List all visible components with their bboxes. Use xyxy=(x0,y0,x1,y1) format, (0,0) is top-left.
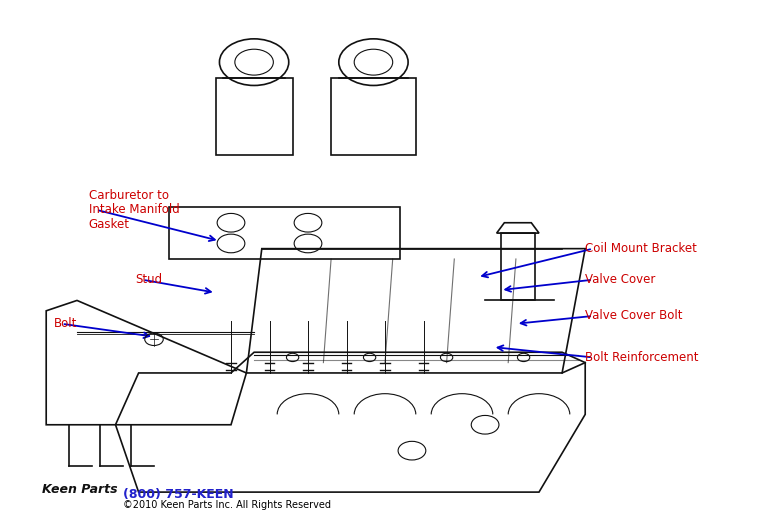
Text: Coil Mount Bracket: Coil Mount Bracket xyxy=(585,242,697,255)
Text: Valve Cover: Valve Cover xyxy=(585,273,655,286)
Text: (800) 757-KEEN: (800) 757-KEEN xyxy=(123,488,234,501)
Text: Stud: Stud xyxy=(135,273,162,286)
Text: Bolt: Bolt xyxy=(54,317,77,330)
Text: Intake Manifold: Intake Manifold xyxy=(89,203,179,217)
Text: Bolt Reinforcement: Bolt Reinforcement xyxy=(585,351,698,364)
Text: Keen Parts: Keen Parts xyxy=(42,483,118,496)
Text: Gasket: Gasket xyxy=(89,218,129,231)
Text: Valve Cover Bolt: Valve Cover Bolt xyxy=(585,309,683,323)
Text: ©2010 Keen Parts Inc. All Rights Reserved: ©2010 Keen Parts Inc. All Rights Reserve… xyxy=(123,500,331,510)
Text: Carburetor to: Carburetor to xyxy=(89,189,169,202)
